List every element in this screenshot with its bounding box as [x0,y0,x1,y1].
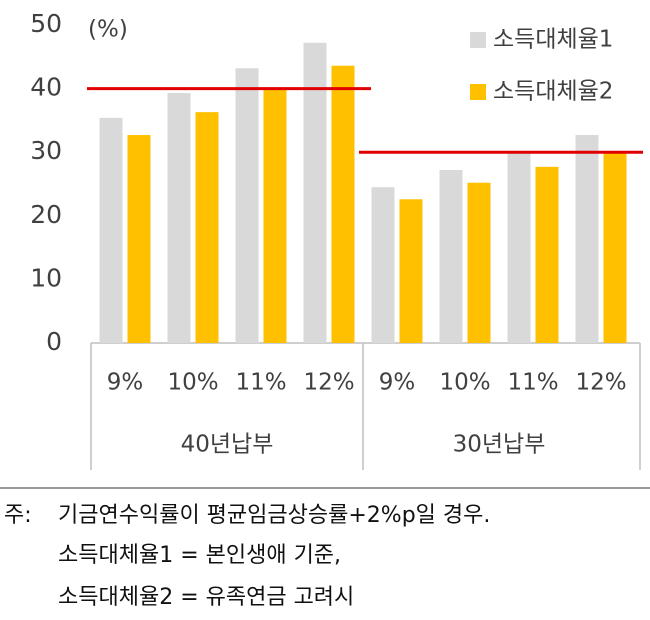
bar [507,152,531,343]
bar [399,199,423,343]
legend-swatch [470,32,486,48]
x-tick-label: 9% [107,370,144,396]
legend-swatch [470,84,486,100]
bar [371,187,395,343]
x-tick-label: 11% [235,370,286,396]
bar [331,65,355,343]
note-line: 기금연수익률이 평균임금상승률+2%p일 경우. [58,503,490,528]
bar [263,88,287,343]
x-tick-label: 11% [507,370,558,396]
x-tick-label: 12% [575,370,626,396]
x-tick-label: 9% [379,370,416,396]
bar [127,135,151,343]
note-line: 소득대체율1 = 본인생애 기준, [58,543,341,568]
bar [535,166,559,343]
x-tick-label: 12% [303,370,354,396]
group-label: 30년납부 [453,432,546,458]
y-tick-label: 30 [30,136,62,165]
x-tick-label: 10% [167,370,218,396]
bar [303,42,327,344]
y-tick-label: 20 [30,200,62,229]
bar [439,170,463,343]
x-tick-label: 10% [439,370,490,396]
bar [603,152,627,343]
y-tick-label: 10 [30,263,62,292]
bar [99,117,123,343]
bar [575,135,599,343]
group-label: 40년납부 [181,432,274,458]
legend-label: 소득대체율2 [493,79,613,105]
y-tick-label: 50 [30,9,62,38]
y-tick-label: 40 [30,73,62,102]
y-axis-unit: (%) [88,17,128,43]
legend-label: 소득대체율1 [493,27,613,53]
bar [167,93,191,343]
note-prefix: 주: [4,503,32,528]
y-tick-label: 0 [46,327,62,356]
bar [467,182,491,343]
bar [235,68,259,344]
note-line: 소득대체율2 = 유족연금 고려시 [58,585,354,610]
bar [195,112,219,343]
